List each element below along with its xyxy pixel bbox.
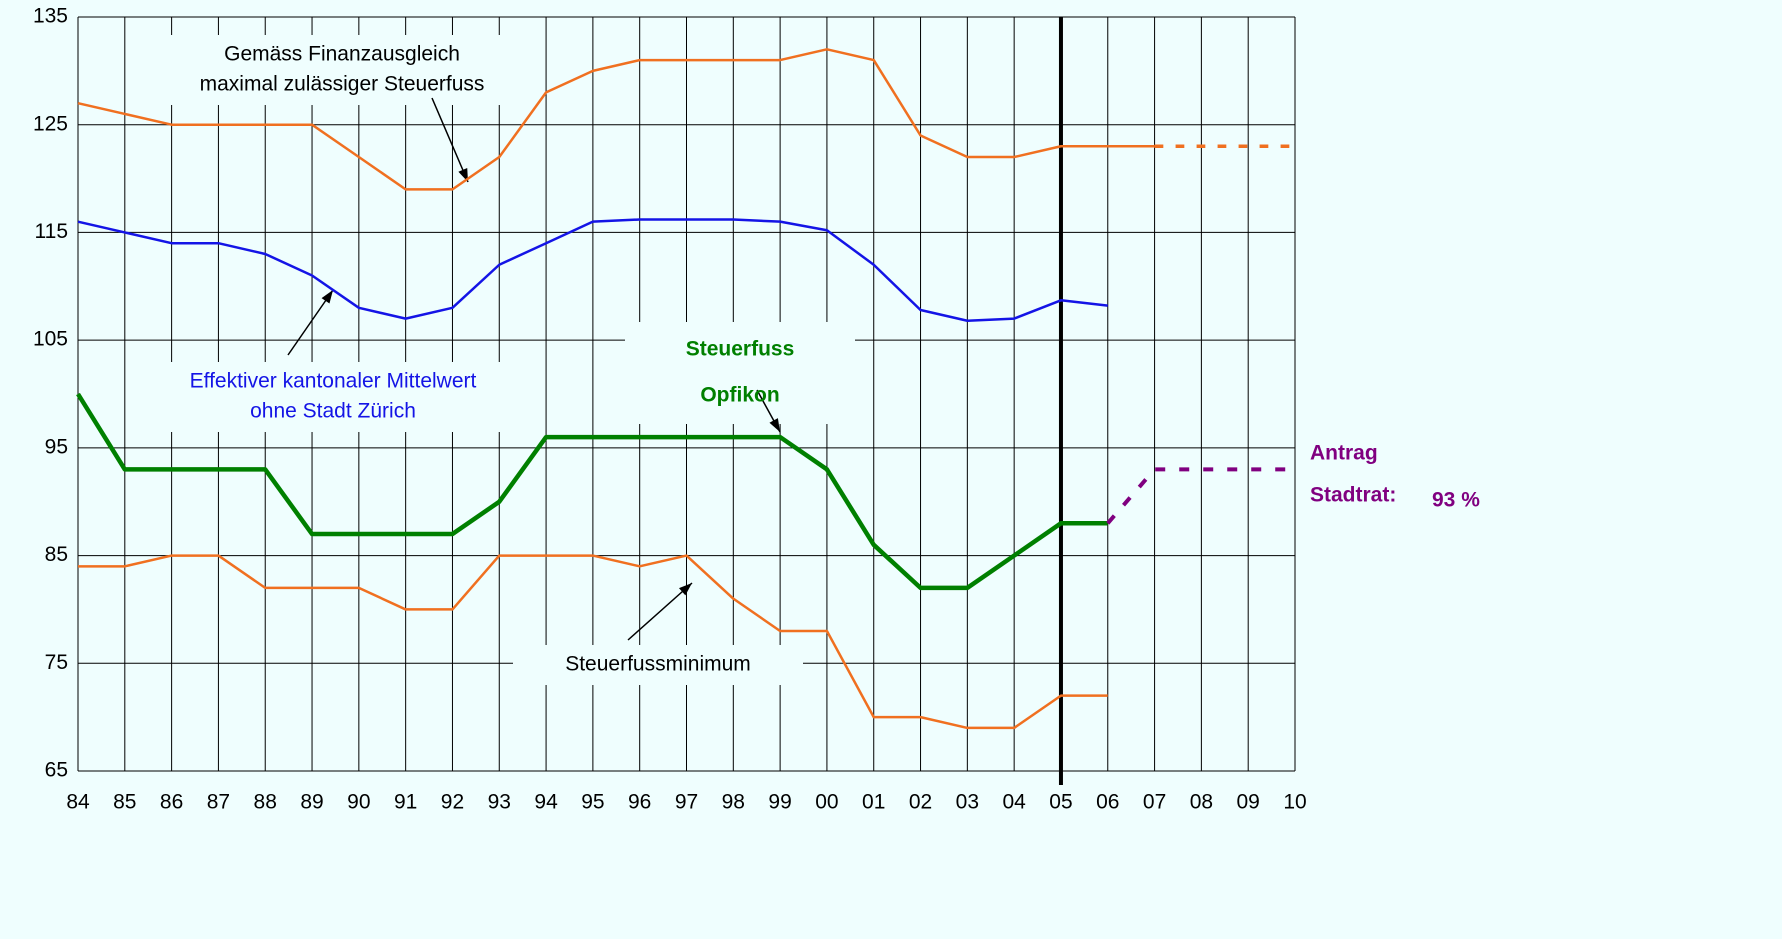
series-line	[78, 554, 1108, 730]
arrow	[627, 582, 693, 641]
x-tick-label: 85	[113, 791, 136, 814]
x-tick-label: 00	[815, 791, 838, 814]
x-tick-label: 10	[1283, 791, 1306, 814]
x-tick-label: 89	[300, 791, 323, 814]
annotation-text: Opfikon	[700, 384, 779, 407]
x-tick-label: 95	[581, 791, 604, 814]
arrow-head	[678, 583, 692, 596]
annotation-text: 93 %	[1432, 489, 1480, 512]
x-tick-label: 91	[394, 791, 417, 814]
x-tick-label: 93	[488, 791, 511, 814]
series-line	[77, 48, 1155, 191]
x-tick-label: 01	[862, 791, 885, 814]
annotation-box	[133, 362, 533, 432]
series-line	[76, 392, 1108, 591]
x-tick-label: 87	[207, 791, 230, 814]
x-tick-label: 02	[909, 791, 932, 814]
y-tick-label: 115	[35, 220, 68, 243]
x-tick-label: 99	[768, 791, 791, 814]
y-tick-label: 105	[33, 328, 68, 351]
y-tick-label: 135	[33, 5, 68, 28]
x-tick-label: 88	[254, 791, 277, 814]
arrow-head	[321, 290, 333, 304]
y-tick-label: 75	[45, 651, 68, 674]
x-tick-label: 08	[1190, 791, 1213, 814]
x-tick-label: 04	[1002, 791, 1026, 814]
annotation-text: Antrag	[1310, 442, 1378, 465]
y-tick-label: 65	[45, 759, 68, 782]
x-tick-label: 92	[441, 791, 464, 814]
x-tick-label: 06	[1096, 791, 1119, 814]
annotation-text: Steuerfuss	[686, 338, 795, 361]
y-tick-label: 85	[45, 543, 68, 566]
annotation-text: Effektiver kantonaler Mittelwert	[190, 370, 477, 393]
x-tick-label: 94	[534, 791, 558, 814]
series-line	[77, 218, 1108, 323]
x-tick-label: 05	[1049, 791, 1072, 814]
arrow-head	[458, 168, 468, 182]
arrow	[431, 97, 469, 183]
annotation-text: Stadtrat:	[1310, 484, 1396, 507]
x-tick-label: 97	[675, 791, 698, 814]
annotation-text: Steuerfussminimum	[565, 653, 751, 676]
x-tick-label: 90	[347, 791, 370, 814]
annotation-box	[513, 645, 803, 685]
x-tick-label: 98	[722, 791, 745, 814]
arrow	[287, 289, 334, 356]
x-tick-label: 86	[160, 791, 183, 814]
annotation-text: ohne Stadt Zürich	[250, 400, 416, 423]
x-tick-label: 84	[66, 791, 90, 814]
x-tick-label: 07	[1143, 791, 1166, 814]
arrow-head	[769, 418, 780, 432]
x-tick-label: 09	[1237, 791, 1260, 814]
annotation-box	[625, 322, 855, 424]
annotation-text: maximal zulässiger Steuerfuss	[200, 73, 485, 96]
y-tick-label: 125	[33, 112, 68, 135]
annotation-box	[157, 35, 527, 105]
annotation-text: Gemäss Finanzausgleich	[224, 43, 460, 66]
y-tick-label: 95	[45, 435, 68, 458]
x-tick-label: 03	[956, 791, 979, 814]
x-tick-label: 96	[628, 791, 651, 814]
